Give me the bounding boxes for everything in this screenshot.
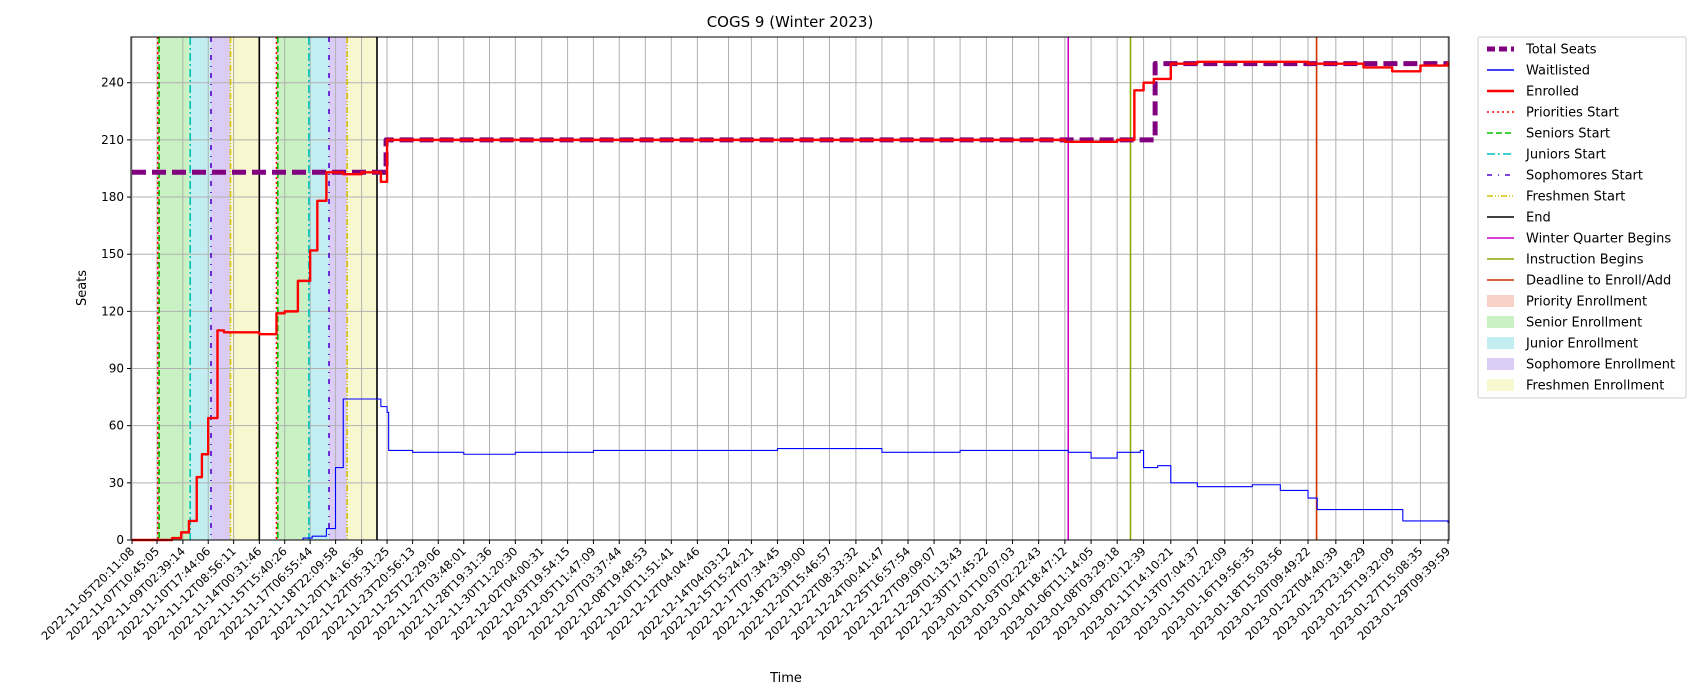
y-axis-label: Seats (75, 270, 90, 306)
shade-senior-enrollment (277, 37, 309, 540)
legend-label-priority-enrollment: Priority Enrollment (1526, 295, 1647, 310)
legend-label-juniors-start: Juniors Start (1525, 148, 1606, 163)
legend-label-senior-enrollment: Senior Enrollment (1526, 316, 1642, 331)
shade-sophomore-enrollment (329, 37, 348, 540)
y-tick-label: 180 (101, 190, 124, 204)
legend-swatch-senior-enrollment (1487, 316, 1514, 328)
y-tick-label: 90 (109, 362, 124, 376)
chart-title: COGS 9 (Winter 2023) (707, 13, 874, 31)
legend-swatch-sophomore-enrollment (1487, 358, 1514, 370)
legend-label-junior-enrollment: Junior Enrollment (1525, 337, 1638, 352)
plot-frame (130, 36, 1450, 541)
x-axis-label: Time (769, 671, 802, 686)
legend-box (1477, 36, 1687, 399)
y-tick-label: 60 (109, 419, 124, 433)
series-enrolled (132, 60, 1450, 542)
shade-senior-enrollment (159, 37, 191, 540)
shade-freshmen-enrollment (230, 37, 260, 540)
legend-label-winter-quarter-begins: Winter Quarter Begins (1526, 232, 1671, 247)
y-tick-label: 120 (101, 304, 124, 318)
legend-swatch-priority-enrollment (1487, 295, 1514, 307)
legend-label-priorities-start: Priorities Start (1526, 106, 1619, 121)
legend-label-sophomores-start: Sophomores Start (1526, 169, 1643, 184)
legend-label-waitlisted: Waitlisted (1526, 64, 1590, 79)
legend-label-instruction-begins: Instruction Begins (1526, 253, 1644, 268)
legend-label-freshmen-start: Freshmen Start (1526, 190, 1625, 205)
y-tick-label: 30 (109, 476, 124, 490)
x-axis-ticks: 2022-11-05T20:11:082022-11-07T10:45:0520… (38, 540, 1453, 643)
legend-label-seniors-start: Seniors Start (1526, 127, 1610, 142)
y-tick-label: 0 (116, 533, 124, 547)
legend-label-sophomore-enrollment: Sophomore Enrollment (1526, 358, 1675, 373)
shade-junior-enrollment (308, 37, 330, 540)
y-tick-label: 240 (101, 76, 124, 90)
legend-label-deadline-to-enroll-add: Deadline to Enroll/Add (1526, 274, 1671, 289)
legend: Total Seats Waitlisted Enrolled Priorities … (1477, 36, 1687, 399)
y-tick-label: 210 (101, 133, 124, 147)
legend-label-enrolled: Enrolled (1526, 85, 1579, 100)
y-axis-ticks: 0 30 60 90 120 150 180 210 240 (101, 76, 131, 547)
shade-junior-enrollment (190, 37, 211, 540)
legend-swatch-junior-enrollment (1487, 337, 1514, 349)
series-waitlisted (132, 398, 1449, 541)
legend-label-freshmen-enrollment: Freshmen Enrollment (1526, 379, 1664, 394)
legend-label-end: End (1526, 211, 1551, 226)
vertical-markers (157, 37, 1318, 540)
y-tick-label: 150 (101, 247, 124, 261)
legend-swatch-freshmen-enrollment (1487, 379, 1514, 391)
shade-sophomore-enrollment (210, 37, 231, 540)
legend-label-total-seats: Total Seats (1525, 43, 1597, 58)
series-lines (132, 60, 1450, 542)
